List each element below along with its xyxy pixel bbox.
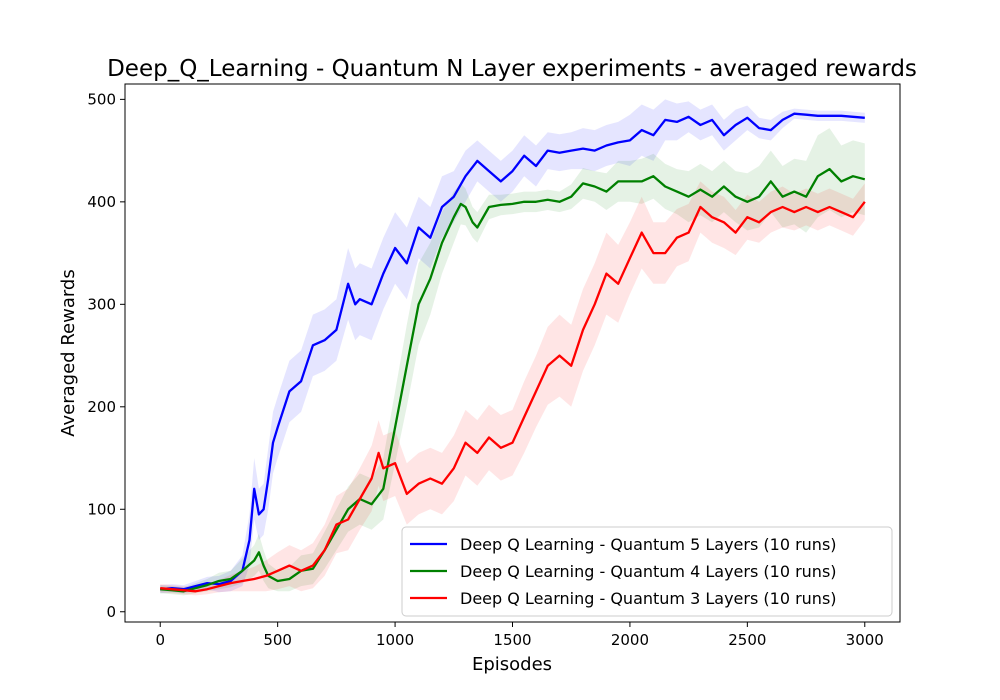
series-line-1 xyxy=(160,112,865,591)
x-tick-label: 500 xyxy=(263,631,292,649)
legend-box xyxy=(401,526,893,617)
x-axis: 0 500 1000 1500 2000 2500 3000 xyxy=(155,622,884,649)
x-axis-label: Episodes xyxy=(472,654,552,675)
legend-label-1: Deep Q Learning - Quantum 5 Layers (10 r… xyxy=(460,535,837,554)
x-tick-label: 2500 xyxy=(728,631,766,649)
legend-label-3: Deep Q Learning - Quantum 3 Layers (10 r… xyxy=(460,589,837,608)
series-line-2 xyxy=(160,167,866,593)
series-line-3 xyxy=(160,201,866,593)
legend-label-2: Deep Q Learning - Quantum 4 Layers (10 r… xyxy=(460,562,837,581)
y-axis: 0 100 200 300 400 500 xyxy=(87,90,125,621)
x-tick-label: 3000 xyxy=(846,631,884,649)
y-tick-label: 100 xyxy=(87,500,116,518)
chart-title: Deep_Q_Learning - Quantum N Layer experi… xyxy=(107,56,917,82)
legend: Deep Q Learning - Quantum 5 Layers (10 r… xyxy=(401,526,893,617)
x-tick-label: 2000 xyxy=(611,631,649,649)
series-band-2 xyxy=(160,128,865,596)
y-tick-label: 400 xyxy=(87,193,116,211)
y-axis-label: Averaged Rewards xyxy=(58,269,79,436)
y-tick-label: 300 xyxy=(87,295,116,313)
confidence-bands xyxy=(160,99,865,596)
x-tick-label: 0 xyxy=(155,631,165,649)
x-tick-label: 1500 xyxy=(493,631,531,649)
x-tick-label: 1000 xyxy=(376,631,414,649)
y-tick-label: 0 xyxy=(106,603,116,621)
y-tick-label: 500 xyxy=(87,90,116,108)
y-tick-label: 200 xyxy=(87,398,116,416)
series-band-3 xyxy=(160,181,865,596)
series-lines xyxy=(160,112,866,593)
